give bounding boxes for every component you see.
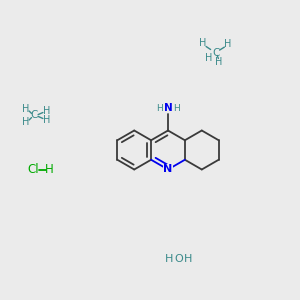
Text: H: H	[215, 56, 223, 67]
Text: H: H	[43, 115, 50, 125]
Text: H: H	[173, 104, 180, 113]
Text: C: C	[31, 110, 38, 121]
Text: H: H	[22, 104, 30, 114]
Text: Cl: Cl	[27, 163, 39, 176]
Text: H: H	[165, 254, 173, 265]
Text: N: N	[164, 103, 172, 113]
Text: H: H	[156, 104, 163, 113]
Text: H: H	[205, 53, 212, 63]
Text: O: O	[174, 254, 183, 265]
Text: N: N	[164, 164, 172, 175]
Text: H: H	[22, 117, 30, 127]
Text: H: H	[224, 39, 231, 49]
Text: H: H	[43, 106, 50, 116]
Text: H: H	[199, 38, 206, 49]
Text: H: H	[184, 254, 193, 265]
Text: C: C	[212, 47, 220, 58]
Text: H: H	[45, 163, 54, 176]
